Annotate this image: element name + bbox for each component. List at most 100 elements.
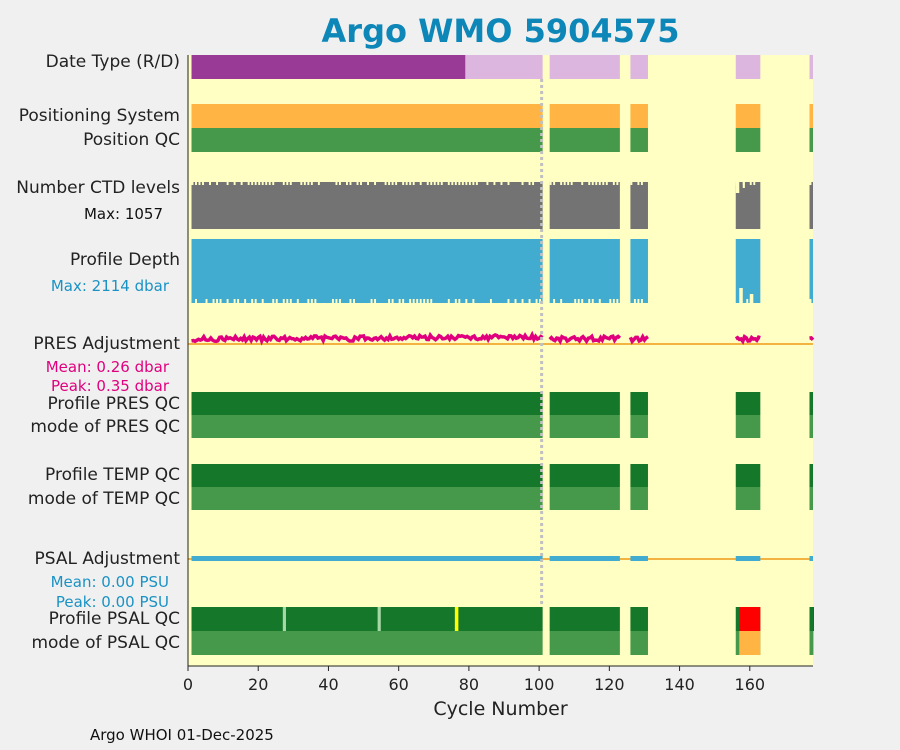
x-axis-label: Cycle Number xyxy=(433,698,568,720)
row-label-profile-psal-qc: Profile PSAL QC xyxy=(48,609,180,629)
profile-depth-gap xyxy=(331,299,334,303)
positioning-system-bar xyxy=(191,104,543,128)
ctd-levels-gap xyxy=(749,182,752,185)
pres-adjustment-line xyxy=(548,333,622,346)
ctd-levels-gap xyxy=(475,182,478,185)
pres-adj-mean-label: Mean: 0.26 dbar xyxy=(45,358,169,376)
profile-psal-qc-bad-bar xyxy=(813,607,814,631)
ctd-levels-gap xyxy=(591,182,594,185)
profile-depth-gap xyxy=(581,299,584,303)
profile-pres-qc-bar xyxy=(630,392,648,415)
ctd-levels-gap xyxy=(437,182,440,185)
ctd-levels-gap xyxy=(486,182,489,185)
profile-depth-gap xyxy=(338,299,341,303)
profile-depth-gap xyxy=(286,299,289,303)
psal-adjustment-bar xyxy=(630,556,648,561)
row-label-pres-adjustment: PRES Adjustment xyxy=(33,334,180,354)
row-label-psal-adjustment: PSAL Adjustment xyxy=(34,549,180,569)
ctd-levels-gap xyxy=(395,182,398,185)
mode-psal-qc-bar xyxy=(630,631,648,655)
profile-depth-gap xyxy=(219,299,222,303)
x-tick-label: 20 xyxy=(248,675,268,694)
pres-adjustment-line xyxy=(734,334,761,345)
ctd-levels-gap xyxy=(272,182,275,185)
profile-psal-qc-flag xyxy=(377,607,381,631)
ctd-levels-gap xyxy=(637,182,640,185)
ctd-levels-gap xyxy=(419,182,422,185)
ctd-levels-gap xyxy=(367,182,370,185)
ctd-levels-gap xyxy=(507,182,510,185)
ctd-levels-gap xyxy=(209,182,211,185)
profile-depth-gap xyxy=(535,299,538,303)
profile-depth-gap xyxy=(212,299,215,303)
ctd-levels-gap xyxy=(465,182,468,185)
date-type-realtime-bar xyxy=(809,55,813,79)
ctd-levels-gap xyxy=(532,182,535,185)
profile-depth-gap xyxy=(809,299,812,303)
positioning-system-bar xyxy=(630,104,648,128)
x-tick-label: 160 xyxy=(735,675,766,694)
profile-depth-gap xyxy=(514,299,517,303)
profile-depth-gap xyxy=(216,299,219,303)
mode-pres-qc-bar xyxy=(630,415,648,438)
profile-depth-gap xyxy=(560,299,563,303)
ctd-levels-gap xyxy=(553,182,556,185)
mode-temp-qc-bar xyxy=(735,487,761,510)
ctd-levels-gap xyxy=(567,182,570,185)
profile-pres-qc-bar xyxy=(809,392,813,415)
profile-temp-qc-bar xyxy=(809,464,813,487)
ctd-levels-gap xyxy=(265,182,268,185)
positioning-system-bar xyxy=(549,104,620,128)
profile-depth-gap xyxy=(353,299,355,303)
profile-depth-gap xyxy=(612,299,615,303)
ctd-levels-gap xyxy=(356,182,359,185)
ctd-levels-gap xyxy=(440,182,443,185)
profile-depth-gap xyxy=(370,299,373,303)
profile-depth-gap xyxy=(528,299,531,303)
ctd-levels-gap xyxy=(426,182,429,185)
profile-pres-qc-bar xyxy=(549,392,620,415)
profile-depth-gap xyxy=(289,299,292,303)
x-tick-label: 120 xyxy=(594,675,625,694)
profile-pres-qc-bar xyxy=(735,392,761,415)
profile-psal-qc-bar xyxy=(809,607,813,631)
profile-psal-qc-bar xyxy=(191,607,543,631)
chart-title: Argo WMO 5904575 xyxy=(321,12,680,50)
ctd-levels-gap xyxy=(588,182,591,185)
pres-adjustment-line xyxy=(628,333,649,345)
profile-depth-gap xyxy=(749,294,754,303)
profile-depth-gap xyxy=(616,299,619,303)
ctd-levels-gap xyxy=(581,182,584,185)
x-tick-label: 60 xyxy=(388,675,408,694)
profile-depth-gap xyxy=(205,299,208,303)
profile-depth-gap xyxy=(430,299,433,303)
ctd-levels-gap xyxy=(388,182,391,185)
position-qc-bar xyxy=(809,128,813,152)
profile-depth-gap xyxy=(588,299,591,303)
ctd-levels-gap xyxy=(493,182,496,185)
ctd-levels-gap xyxy=(409,182,412,185)
profile-depth-gap xyxy=(275,299,278,303)
ctd-levels-gap xyxy=(500,182,503,185)
profile-temp-qc-bar xyxy=(549,464,620,487)
x-tick-label: 100 xyxy=(524,675,555,694)
position-qc-bar xyxy=(191,128,543,152)
ctd-levels-gap xyxy=(430,182,433,185)
profile-depth-gap xyxy=(454,299,457,303)
ctd-levels-gap xyxy=(742,182,745,188)
row-label-number-ctd-levels: Number CTD levels xyxy=(16,178,180,198)
ctd-levels-gap xyxy=(307,182,310,185)
ctd-levels-bar xyxy=(549,182,620,229)
mode-pres-qc-bar xyxy=(549,415,620,438)
ctd-levels-gap xyxy=(605,182,608,185)
profile-depth-gap xyxy=(391,299,394,303)
psal-adj-mean-label: Mean: 0.00 PSU xyxy=(50,573,169,591)
ctd-levels-gap xyxy=(282,182,285,185)
profile-depth-bar xyxy=(809,239,813,303)
profile-psal-qc-flag xyxy=(282,607,286,631)
profile-depth-gap xyxy=(335,299,338,303)
profile-depth-gap xyxy=(598,299,601,303)
ctd-levels-gap xyxy=(261,182,264,185)
